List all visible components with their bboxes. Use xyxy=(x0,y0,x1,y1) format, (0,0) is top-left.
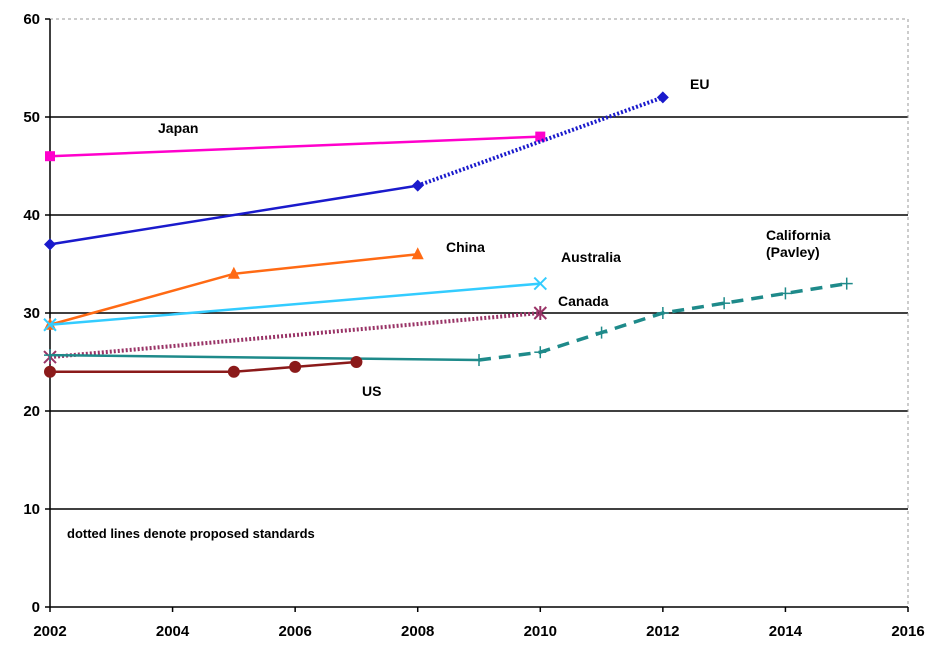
x-tick-label-2004: 2004 xyxy=(156,623,190,640)
y-tick-label-60: 60 xyxy=(23,11,40,28)
series-point-australia-2002 xyxy=(43,318,57,332)
series-point-california-2015 xyxy=(840,277,853,290)
series-australia xyxy=(43,276,547,332)
series-point-california-2014 xyxy=(779,287,792,300)
series-point-eu-2002 xyxy=(44,238,56,251)
series-label-canada: Canada xyxy=(558,293,609,309)
x-tick-label-2006: 2006 xyxy=(278,623,311,640)
series-point-japan-2002 xyxy=(45,151,55,162)
series-point-eu-2012 xyxy=(656,91,669,104)
series-line-us xyxy=(50,360,357,374)
series-japan xyxy=(45,131,546,162)
series-point-california-2013 xyxy=(718,297,731,310)
series-point-us-2005 xyxy=(227,365,240,378)
series-label-china: China xyxy=(446,239,485,255)
series-point-california-2011 xyxy=(595,326,608,339)
series-us xyxy=(44,356,363,378)
series-point-california-2012 xyxy=(656,307,669,319)
x-tick-label-2016: 2016 xyxy=(891,623,924,640)
y-tick-label-20: 20 xyxy=(23,403,40,420)
series-point-california-2009 xyxy=(473,354,485,367)
y-tick-label-40: 40 xyxy=(23,207,40,224)
label-layer: Japan EU China Australia Canada California (Pa… xyxy=(158,76,831,399)
series-point-canada-2010 xyxy=(533,306,547,320)
x-tick-label-2012: 2012 xyxy=(646,623,679,640)
x-tick-label-2002: 2002 xyxy=(33,623,66,640)
series-point-japan-2010 xyxy=(535,131,546,142)
y-tick-label-10: 10 xyxy=(23,501,40,518)
axis-layer: 0 10 20 30 40 50 60 2002 2004 2006 2008 2010 2012 201… xyxy=(23,11,924,640)
series-point-eu-2008 xyxy=(411,179,424,192)
series-point-us-2006 xyxy=(289,360,302,373)
series-point-us-2007 xyxy=(350,356,363,368)
series-proposed-line-california xyxy=(478,281,847,362)
series-point-china-2005 xyxy=(227,266,240,279)
series-layer xyxy=(43,91,853,378)
series-proposed-line-eu xyxy=(417,95,664,188)
y-tick-label-50: 50 xyxy=(23,109,40,126)
series-line-china xyxy=(49,252,418,326)
series-label-eu: EU xyxy=(690,76,709,92)
series-line-japan xyxy=(49,135,541,158)
series-point-us-2002 xyxy=(44,365,56,378)
x-tick-label-2008: 2008 xyxy=(401,623,434,640)
series-point-california-2010 xyxy=(534,346,547,359)
series-line-australia xyxy=(49,282,541,327)
x-tick-label-2014: 2014 xyxy=(769,623,803,640)
series-point-australia-2010 xyxy=(533,276,547,291)
series-label-us: US xyxy=(362,383,381,399)
proposed-standards-note: dotted lines denote proposed standards xyxy=(67,526,315,541)
series-point-china-2008 xyxy=(411,247,424,260)
series-label-japan: Japan xyxy=(158,120,198,136)
y-tick-label-0: 0 xyxy=(32,599,40,616)
series-line-eu xyxy=(49,184,418,246)
series-eu xyxy=(44,91,669,251)
x-tick-label-2010: 2010 xyxy=(524,623,557,640)
series-label-california: California (Pavley) xyxy=(766,227,831,260)
series-line-california xyxy=(49,353,480,362)
series-label-australia: Australia xyxy=(561,249,621,265)
series-china xyxy=(44,247,424,330)
y-tick-label-30: 30 xyxy=(23,305,40,322)
series-california xyxy=(44,277,853,367)
series-point-california-2002 xyxy=(44,349,56,362)
